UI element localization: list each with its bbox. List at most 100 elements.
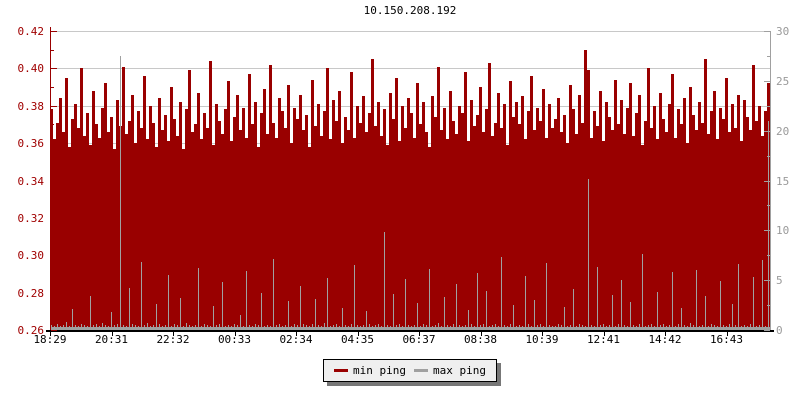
chart-mark — [83, 136, 86, 330]
chart-mark — [481, 332, 482, 336]
chart-mark — [749, 130, 752, 330]
chart-mark — [141, 262, 142, 330]
chart-mark — [507, 326, 508, 330]
chart-mark — [584, 50, 587, 330]
chart-mark — [603, 324, 604, 330]
chart-mark — [252, 326, 253, 330]
chart-mark — [402, 326, 403, 330]
chart-mark — [563, 115, 566, 330]
chart-mark — [656, 139, 659, 330]
chart-mark — [54, 326, 55, 330]
chart-mark — [377, 102, 380, 330]
max-ping-swatch-icon — [413, 369, 428, 372]
chart-mark — [593, 111, 596, 330]
chart-mark — [146, 139, 149, 330]
chart-mark — [576, 326, 577, 330]
chart-mark — [300, 286, 301, 330]
chart-mark — [282, 326, 283, 330]
chart-mark — [738, 264, 739, 330]
chart-mark — [227, 81, 230, 330]
chart-mark — [269, 65, 272, 330]
chart-mark — [413, 138, 416, 330]
x-tick-label: 10:39 — [525, 333, 559, 346]
legend-label: max ping — [432, 364, 486, 377]
chart-mark — [288, 301, 289, 330]
chart-mark — [764, 230, 770, 231]
chart-mark — [309, 326, 310, 330]
chart-mark — [498, 326, 499, 330]
chart-mark — [116, 100, 119, 330]
chart-mark — [414, 325, 415, 330]
chart-mark — [746, 117, 749, 330]
chart-mark — [117, 324, 118, 330]
chart-mark — [224, 109, 227, 330]
chart-mark — [405, 279, 406, 330]
chart-mark — [647, 68, 650, 330]
chart-mark — [764, 111, 767, 330]
chart-mark — [450, 326, 451, 330]
chart-mark — [762, 260, 763, 330]
chart-mark — [378, 324, 379, 330]
chart-mark — [665, 332, 666, 336]
chart-mark — [474, 326, 475, 330]
chart-mark — [696, 270, 697, 330]
chart-mark — [704, 59, 707, 330]
chart-mark — [279, 324, 280, 330]
chart-mark — [120, 56, 121, 330]
chart-mark — [727, 332, 728, 336]
chart-mark — [531, 326, 532, 330]
x-tick-label: 00:33 — [217, 333, 252, 346]
chart-mark — [614, 80, 617, 330]
chart-mark — [285, 325, 286, 330]
chart-mark — [743, 100, 746, 330]
chart-mark — [177, 325, 178, 330]
chart-mark — [51, 106, 57, 107]
chart-mark — [428, 147, 431, 330]
chart-mark — [159, 324, 160, 330]
chart-mark — [156, 304, 157, 330]
chart-mark — [114, 325, 115, 330]
chart-mark — [494, 123, 497, 330]
chart-mark — [357, 325, 358, 330]
chart-mark — [719, 108, 722, 330]
chart-title: 10.150.208.192 — [363, 4, 457, 17]
chart-mark — [212, 145, 215, 330]
chart-mark — [767, 156, 770, 157]
chart-mark — [239, 130, 242, 330]
right-tick-label: 0 — [776, 324, 783, 337]
chart-mark — [659, 93, 662, 330]
chart-mark — [731, 104, 734, 330]
chart-mark — [707, 134, 710, 330]
chart-mark — [113, 149, 116, 330]
chart-mark — [747, 326, 748, 330]
chart-mark — [722, 119, 725, 330]
chart-mark — [164, 115, 167, 330]
chart-mark — [315, 299, 316, 330]
chart-mark — [347, 130, 350, 330]
chart-mark — [410, 113, 413, 330]
chart-mark — [335, 121, 338, 330]
chart-mark — [86, 113, 89, 330]
chart-mark — [443, 108, 446, 330]
chart-mark — [668, 104, 671, 330]
chart-mark — [231, 326, 232, 330]
chart-mark — [542, 332, 543, 336]
chart-mark — [317, 104, 320, 330]
chart-mark — [615, 326, 616, 330]
chart-mark — [51, 237, 54, 238]
chart-mark — [186, 323, 187, 330]
chart-mark — [218, 121, 221, 330]
chart-mark — [416, 83, 419, 330]
chart-mark — [624, 325, 625, 330]
chart-mark — [528, 324, 529, 330]
x-tick-label: 02:34 — [279, 333, 313, 346]
chart-mark — [489, 326, 490, 330]
chart-mark — [458, 106, 461, 330]
chart-mark — [761, 136, 764, 330]
chart-mark — [360, 326, 361, 330]
x-tick-label: 20:31 — [94, 333, 129, 346]
chart-mark — [84, 325, 85, 330]
chart-mark — [453, 324, 454, 330]
chart-mark — [192, 326, 193, 330]
chart-mark — [126, 326, 127, 330]
